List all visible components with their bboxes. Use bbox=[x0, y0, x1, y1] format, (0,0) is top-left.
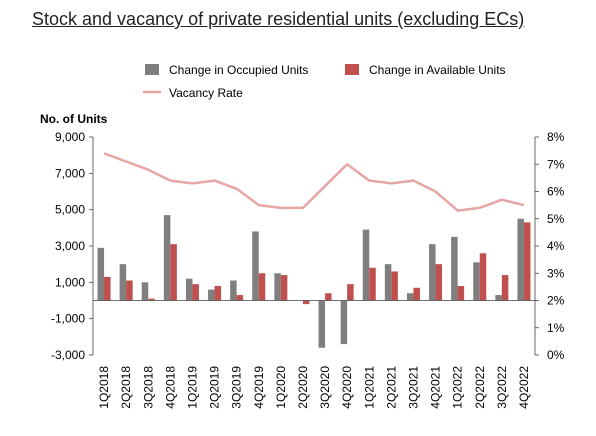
bar bbox=[148, 298, 155, 301]
x-tick-label: 1Q2021 bbox=[362, 366, 376, 409]
legend-swatch bbox=[145, 64, 159, 75]
x-tick-label: 3Q2022 bbox=[495, 366, 509, 409]
bar bbox=[369, 267, 376, 301]
bar bbox=[280, 275, 288, 301]
x-tick-label: 1Q2022 bbox=[451, 366, 465, 409]
bar bbox=[523, 222, 531, 301]
x-tick-label: 4Q2021 bbox=[429, 366, 443, 409]
bar bbox=[495, 295, 502, 301]
bar bbox=[473, 262, 480, 301]
x-tick-label: 4Q2020 bbox=[340, 366, 354, 409]
bar bbox=[340, 300, 348, 345]
bar bbox=[214, 285, 222, 301]
bar bbox=[435, 264, 443, 301]
bar bbox=[97, 247, 105, 301]
bar bbox=[236, 295, 244, 301]
left-tick-label: 7,000 bbox=[55, 166, 85, 180]
bar bbox=[185, 278, 193, 301]
line-series bbox=[103, 152, 525, 212]
x-tick-label: 3Q2021 bbox=[406, 366, 420, 409]
x-tick-label: 3Q2020 bbox=[318, 366, 332, 409]
bar bbox=[318, 300, 326, 348]
legend-label: Vacancy Rate bbox=[169, 86, 243, 100]
bar bbox=[347, 284, 354, 301]
page-title: Stock and vacancy of private residential… bbox=[32, 9, 525, 29]
x-tick-label: 2Q2018 bbox=[119, 366, 133, 409]
bar bbox=[163, 215, 171, 301]
bar bbox=[252, 231, 259, 301]
left-tick-label: 9,000 bbox=[55, 130, 85, 144]
right-tick-label: 2% bbox=[547, 294, 565, 308]
left-tick-label: -1,000 bbox=[51, 312, 85, 326]
x-tick-label: 4Q2018 bbox=[163, 366, 177, 409]
right-y-axis: 8% 7% 6% 5% 4% 3% 2% 1% 0% bbox=[534, 130, 565, 362]
x-tick-label: 4Q2019 bbox=[252, 366, 266, 409]
x-tick-label: 3Q2019 bbox=[230, 366, 244, 409]
legend-label: Change in Occupied Units bbox=[169, 63, 308, 77]
bar bbox=[302, 300, 310, 305]
bar bbox=[362, 229, 370, 301]
legend-swatch bbox=[345, 64, 359, 75]
right-tick-label: 1% bbox=[547, 321, 565, 335]
x-axis-labels: 1Q2018 2Q2018 3Q2018 4Q2018 1Q2019 2Q2019 3Q20… bbox=[97, 366, 531, 409]
bar bbox=[126, 280, 133, 301]
x-tick-label: 4Q2022 bbox=[517, 366, 531, 409]
bar bbox=[413, 287, 420, 301]
right-tick-label: 5% bbox=[547, 212, 565, 226]
left-y-axis: 9,000 7,000 5,000 3,000 1,000 -1,000 -3,000 bbox=[51, 130, 94, 362]
bar bbox=[406, 293, 414, 301]
bar bbox=[104, 276, 111, 301]
x-tick-label: 3Q2018 bbox=[141, 366, 155, 409]
legend-label: Change in Available Units bbox=[369, 63, 506, 77]
left-tick-label: 1,000 bbox=[55, 275, 85, 289]
chart-legend: Change in Occupied Units Change in Availa… bbox=[143, 63, 506, 100]
vacancy-rate-line bbox=[103, 152, 525, 212]
x-tick-label: 2Q2022 bbox=[473, 366, 487, 409]
bar bbox=[119, 264, 127, 301]
bar bbox=[457, 285, 465, 301]
bar bbox=[429, 244, 436, 301]
bar-series bbox=[97, 215, 531, 348]
right-tick-label: 8% bbox=[547, 130, 565, 144]
x-tick-label: 2Q2019 bbox=[208, 366, 222, 409]
right-tick-label: 0% bbox=[547, 348, 565, 362]
y-axis-title: No. of Units bbox=[40, 112, 108, 126]
bar bbox=[384, 264, 392, 301]
right-tick-label: 6% bbox=[547, 185, 565, 199]
x-tick-label: 1Q2018 bbox=[97, 366, 111, 409]
x-tick-label: 2Q2021 bbox=[384, 366, 398, 409]
left-tick-label: 3,000 bbox=[55, 239, 85, 253]
right-tick-label: 3% bbox=[547, 266, 565, 280]
bar bbox=[517, 218, 524, 301]
bar bbox=[230, 280, 237, 301]
left-tick-label: 5,000 bbox=[55, 203, 85, 217]
bar bbox=[325, 293, 332, 301]
left-tick-label: -3,000 bbox=[51, 348, 85, 362]
bar bbox=[258, 273, 266, 301]
right-tick-label: 7% bbox=[547, 157, 565, 171]
bar bbox=[451, 236, 458, 301]
bar bbox=[208, 289, 215, 301]
bar bbox=[391, 271, 398, 301]
bar bbox=[192, 284, 199, 301]
x-tick-label: 2Q2020 bbox=[296, 366, 310, 409]
x-tick-label: 1Q2019 bbox=[185, 366, 199, 409]
right-tick-label: 4% bbox=[547, 239, 565, 253]
bar bbox=[479, 253, 487, 301]
bar bbox=[501, 275, 509, 301]
bar bbox=[274, 273, 281, 301]
bar bbox=[141, 282, 149, 301]
bar bbox=[170, 244, 177, 301]
x-tick-label: 1Q2020 bbox=[274, 366, 288, 409]
